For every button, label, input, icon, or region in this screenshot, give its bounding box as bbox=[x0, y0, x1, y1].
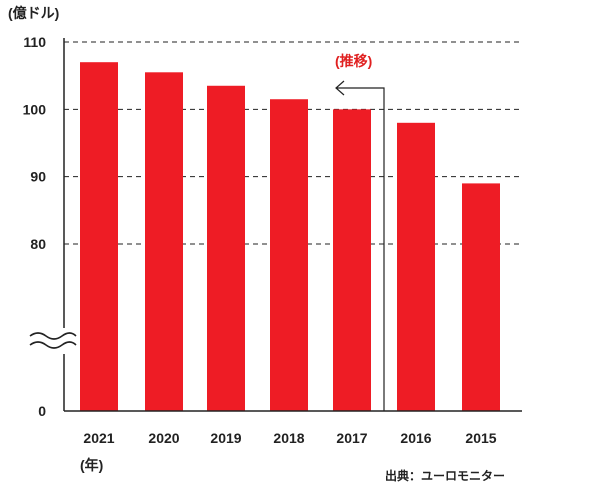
axis-break-symbol bbox=[29, 328, 77, 354]
bar-2016 bbox=[397, 122, 435, 412]
x-tick-label-2021: 2021 bbox=[83, 430, 114, 446]
x-unit-label: (年) bbox=[80, 457, 103, 473]
x-tick-label-2017: 2017 bbox=[336, 430, 367, 446]
bars bbox=[80, 62, 500, 412]
bar-2017 bbox=[333, 109, 371, 411]
source-label: 出典：ユーロモニター bbox=[385, 468, 505, 483]
trend-annotation: (推移) bbox=[335, 53, 372, 69]
y-tick-label-90: 90 bbox=[30, 169, 46, 185]
y-tick-label-80: 80 bbox=[30, 236, 46, 252]
y-tick-label-110: 110 bbox=[23, 34, 46, 50]
labels: 0 80 90 100 110 2021 2020 2019 2018 2017 2016 2015 bbox=[23, 34, 497, 446]
x-tick-label-2016: 2016 bbox=[400, 430, 431, 446]
x-tick-label-2015: 2015 bbox=[465, 430, 496, 446]
bar-2021 bbox=[80, 62, 118, 411]
y-tick-label-0: 0 bbox=[38, 403, 46, 419]
bar-2015 bbox=[462, 183, 500, 411]
bar-2018 bbox=[270, 99, 308, 411]
axes bbox=[29, 38, 522, 412]
y-unit-label: (億ドル) bbox=[8, 5, 59, 21]
x-tick-label-2019: 2019 bbox=[210, 430, 241, 446]
y-tick-label-100: 100 bbox=[23, 101, 47, 117]
trend-arrow bbox=[335, 80, 385, 411]
bar-2019 bbox=[207, 85, 245, 412]
x-tick-label-2018: 2018 bbox=[273, 430, 304, 446]
x-tick-label-2020: 2020 bbox=[148, 430, 179, 446]
bar-2020 bbox=[145, 72, 183, 412]
